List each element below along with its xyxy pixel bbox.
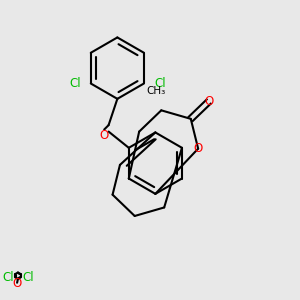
Text: Cl: Cl	[2, 271, 14, 284]
Text: Cl: Cl	[69, 77, 80, 90]
Text: O: O	[204, 95, 213, 108]
Text: Cl: Cl	[154, 77, 166, 90]
Text: O: O	[100, 130, 109, 142]
Text: O: O	[194, 142, 203, 155]
Text: Cl: Cl	[22, 271, 34, 284]
Text: CH₃: CH₃	[146, 85, 166, 95]
Text: O: O	[12, 278, 21, 290]
